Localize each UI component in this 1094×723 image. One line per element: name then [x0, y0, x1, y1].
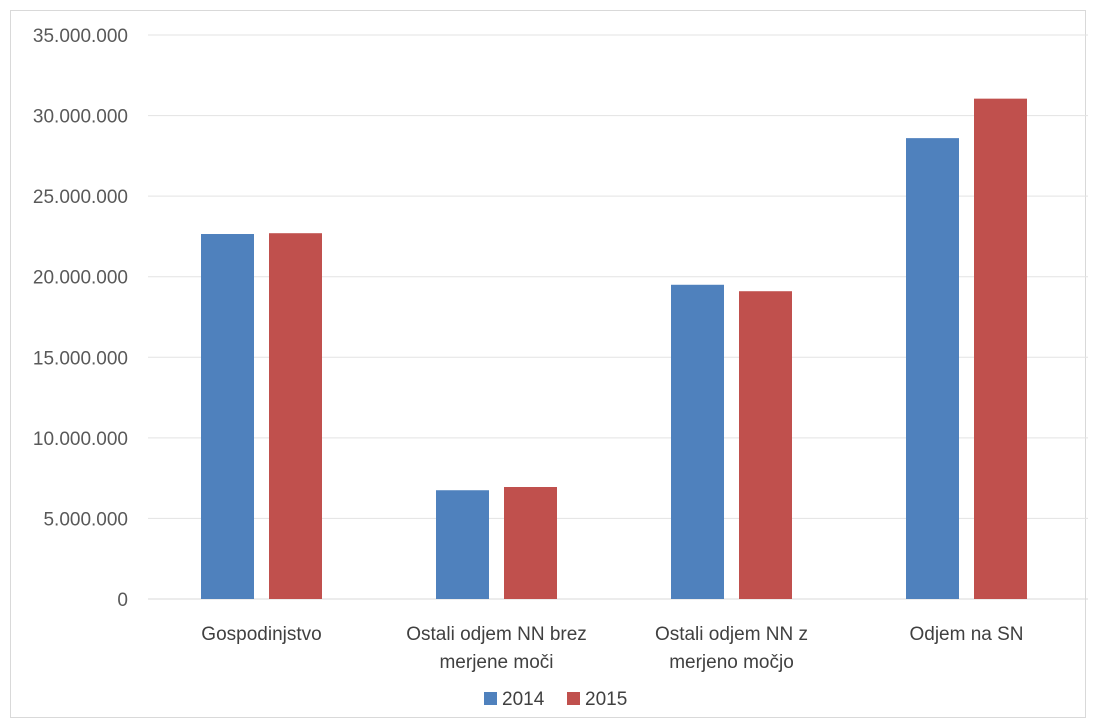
bar-2015	[504, 487, 557, 599]
y-tick-label: 30.000.000	[33, 107, 128, 128]
y-tick-label: 25.000.000	[33, 187, 128, 208]
x-category-line: merjene moči	[439, 652, 553, 673]
y-tick-label: 20.000.000	[33, 268, 128, 289]
x-category-line: Ostali odjem NN brez	[406, 624, 587, 645]
legend-label: 2014	[502, 689, 545, 710]
x-category-label: Ostali odjem NN brez merjene moči	[406, 624, 587, 673]
bar-2014	[201, 234, 254, 600]
x-category-line: Odjem na SN	[909, 624, 1023, 645]
x-category-line: merjeno močjo	[669, 652, 794, 673]
legend-label: 2015	[585, 689, 627, 710]
x-axis-categories: Gospodinjstvo Ostali odjem NN brez merjene…	[201, 624, 1023, 673]
bar-2015	[739, 291, 792, 599]
x-category-label: Odjem na SN	[909, 624, 1023, 645]
y-tick-label: 10.000.000	[33, 429, 128, 450]
y-tick-label: 15.000.000	[33, 348, 128, 369]
bars	[201, 98, 1027, 600]
bar-2014	[906, 138, 959, 600]
x-category-label: Gospodinjstvo	[201, 624, 321, 645]
y-axis-ticks: 0 5.000.000 10.000.000 15.000.000 20.000.000…	[33, 26, 128, 611]
x-category-line: Ostali odjem NN z	[655, 624, 808, 645]
bar-2014	[671, 284, 724, 599]
x-category-label: Ostali odjem NN z merjeno močjo	[655, 624, 808, 673]
legend-swatch	[484, 692, 497, 705]
bar-2015	[269, 233, 322, 599]
bar-2015	[974, 98, 1027, 599]
y-tick-label: 35.000.000	[33, 26, 128, 47]
legend: 2014 2015	[484, 689, 627, 710]
legend-swatch	[567, 692, 580, 705]
y-tick-label: 5.000.000	[43, 509, 128, 530]
bar-2014	[436, 490, 489, 599]
y-tick-label: 0	[117, 590, 128, 611]
x-category-line: Gospodinjstvo	[201, 624, 321, 645]
